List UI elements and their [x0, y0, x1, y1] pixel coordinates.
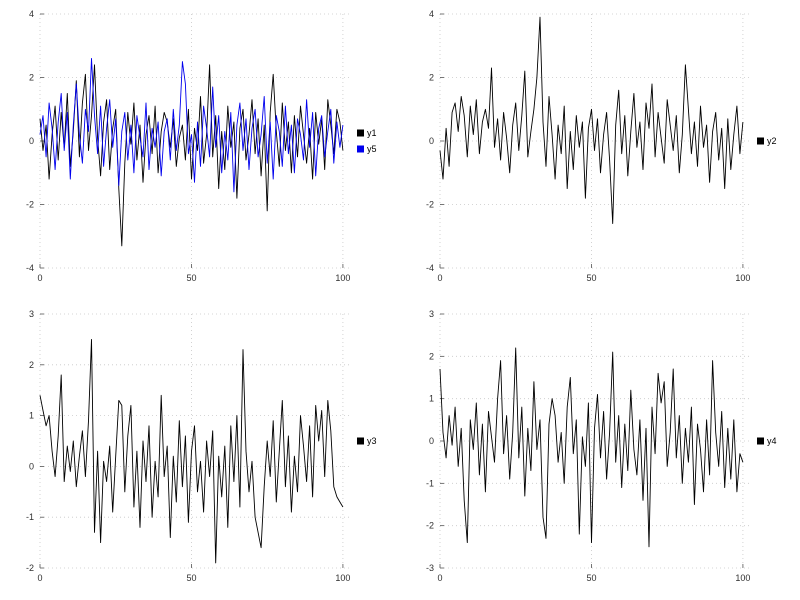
y-tick-label: 4	[29, 9, 34, 19]
x-tick-label: 50	[586, 573, 596, 583]
y-tick-label: 0	[29, 136, 34, 146]
y-tick-label: -2	[426, 521, 434, 531]
y-tick-label: 0	[429, 136, 434, 146]
y-tick-label: -2	[26, 563, 34, 573]
line-chart-y1-y5: 0 50 100 -4 -2 0 2 4 y1 y5	[26, 9, 377, 283]
legend-label-y5: y5	[367, 144, 377, 154]
series-line-y4	[439, 347, 744, 548]
x-tick-label: 100	[735, 573, 750, 583]
legend-swatch-y4	[757, 437, 764, 445]
legend-label-y2: y2	[767, 136, 777, 146]
y-tick-label: 2	[29, 73, 34, 83]
y-tick-label: 1	[29, 411, 34, 421]
y-tick-label: -3	[426, 563, 434, 573]
y-tick-label: -4	[426, 263, 434, 273]
chart-panel-y3: 0 50 100 -2 -1 0 1 2 3 y3	[0, 300, 400, 600]
line-chart-y3: 0 50 100 -2 -1 0 1 2 3 y3	[26, 309, 377, 583]
legend-swatch-y2	[757, 137, 764, 145]
series-line-y2	[439, 16, 744, 224]
x-tick-label: 0	[437, 273, 442, 283]
chart-panel-y2: 0 50 100 -4 -2 0 2 4 y2	[400, 0, 800, 300]
y-tick-label: -2	[26, 200, 34, 210]
y-tick-label: 1	[429, 394, 434, 404]
x-tick-label: 50	[186, 273, 196, 283]
legend-swatch-y5	[357, 145, 364, 153]
legend-label-y3: y3	[367, 436, 377, 446]
y-tick-label: 4	[429, 9, 434, 19]
y-tick-label: 0	[429, 436, 434, 446]
chart-panel-y1-y5: 0 50 100 -4 -2 0 2 4 y1 y5	[0, 0, 400, 300]
x-tick-label: 100	[335, 273, 350, 283]
y-tick-label: -2	[426, 200, 434, 210]
y-tick-label: 2	[429, 351, 434, 361]
y-tick-label: 0	[29, 461, 34, 471]
line-chart-y2: 0 50 100 -4 -2 0 2 4 y2	[426, 9, 777, 283]
x-tick-label: 0	[437, 573, 442, 583]
x-tick-label: 100	[335, 573, 350, 583]
y-tick-label: 3	[429, 309, 434, 319]
y-tick-label: 3	[29, 309, 34, 319]
y-tick-label: -4	[26, 263, 34, 273]
series-line-y1	[39, 64, 344, 247]
y-tick-label: -1	[426, 478, 434, 488]
legend-swatch-y3	[357, 437, 364, 445]
x-tick-label: 50	[586, 273, 596, 283]
x-tick-label: 100	[735, 273, 750, 283]
y-tick-label: -1	[26, 512, 34, 522]
y-tick-label: 2	[29, 360, 34, 370]
legend-label-y1: y1	[367, 128, 377, 138]
legend-label-y4: y4	[767, 436, 777, 446]
chart-panel-y4: 0 50 100 -3 -2 -1 0 1 2 3 y4	[400, 300, 800, 600]
x-tick-label: 0	[37, 573, 42, 583]
legend-swatch-y1	[357, 129, 364, 137]
y-tick-label: 2	[429, 73, 434, 83]
x-tick-label: 0	[37, 273, 42, 283]
series-line-y3	[39, 338, 344, 564]
x-tick-label: 50	[186, 573, 196, 583]
series-line-y5	[39, 57, 344, 193]
line-chart-y4: 0 50 100 -3 -2 -1 0 1 2 3 y4	[426, 309, 777, 583]
